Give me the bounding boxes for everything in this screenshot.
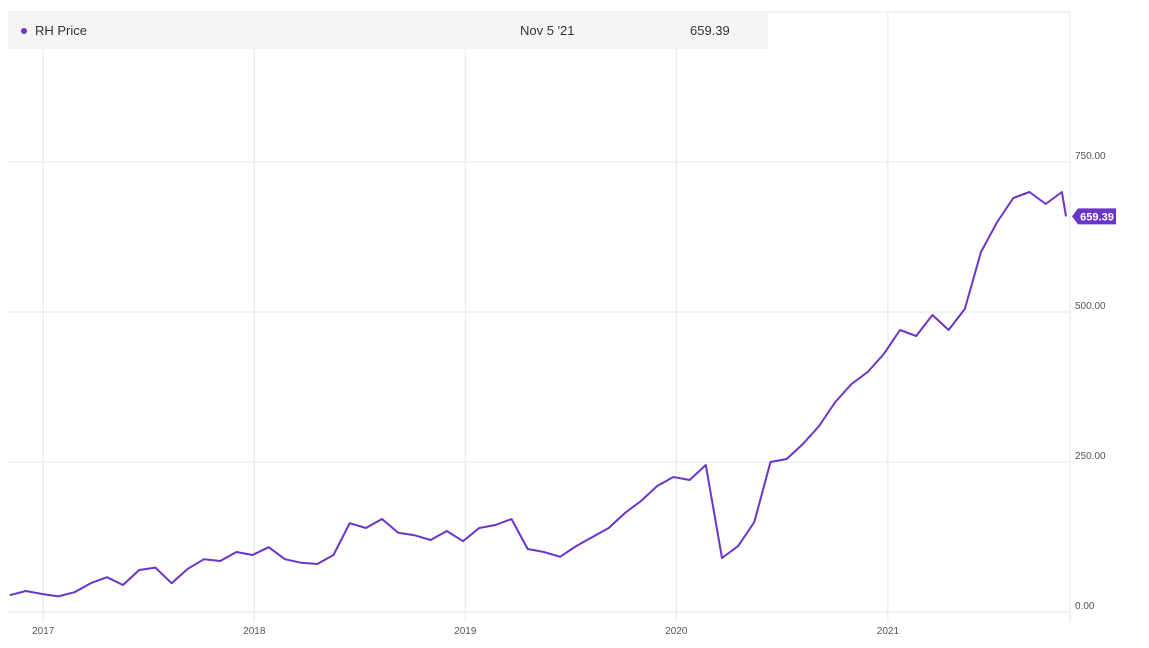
x-tick-label: 2019 bbox=[454, 626, 477, 637]
legend-date: Nov 5 '21 bbox=[520, 23, 575, 38]
y-tick-label: 500.00 bbox=[1075, 301, 1106, 312]
legend-value: 659.39 bbox=[690, 23, 730, 38]
y-tick-label: 750.00 bbox=[1075, 151, 1106, 162]
x-tick-label: 2021 bbox=[877, 626, 900, 637]
y-tick-label: 0.00 bbox=[1075, 601, 1095, 612]
legend-bar: RH Price Nov 5 '21 659.39 bbox=[8, 12, 768, 49]
y-tick-label: 250.00 bbox=[1075, 451, 1106, 462]
last-value-label: 659.39 bbox=[1080, 211, 1114, 223]
x-tick-label: 2018 bbox=[243, 626, 266, 637]
x-tick-label: 2017 bbox=[32, 626, 55, 637]
legend-series-name: RH Price bbox=[35, 23, 88, 38]
series-line-0 bbox=[9, 191, 1067, 598]
x-tick-label: 2020 bbox=[665, 626, 688, 637]
last-value-tag bbox=[1072, 208, 1116, 225]
series-dot-icon bbox=[21, 27, 27, 34]
